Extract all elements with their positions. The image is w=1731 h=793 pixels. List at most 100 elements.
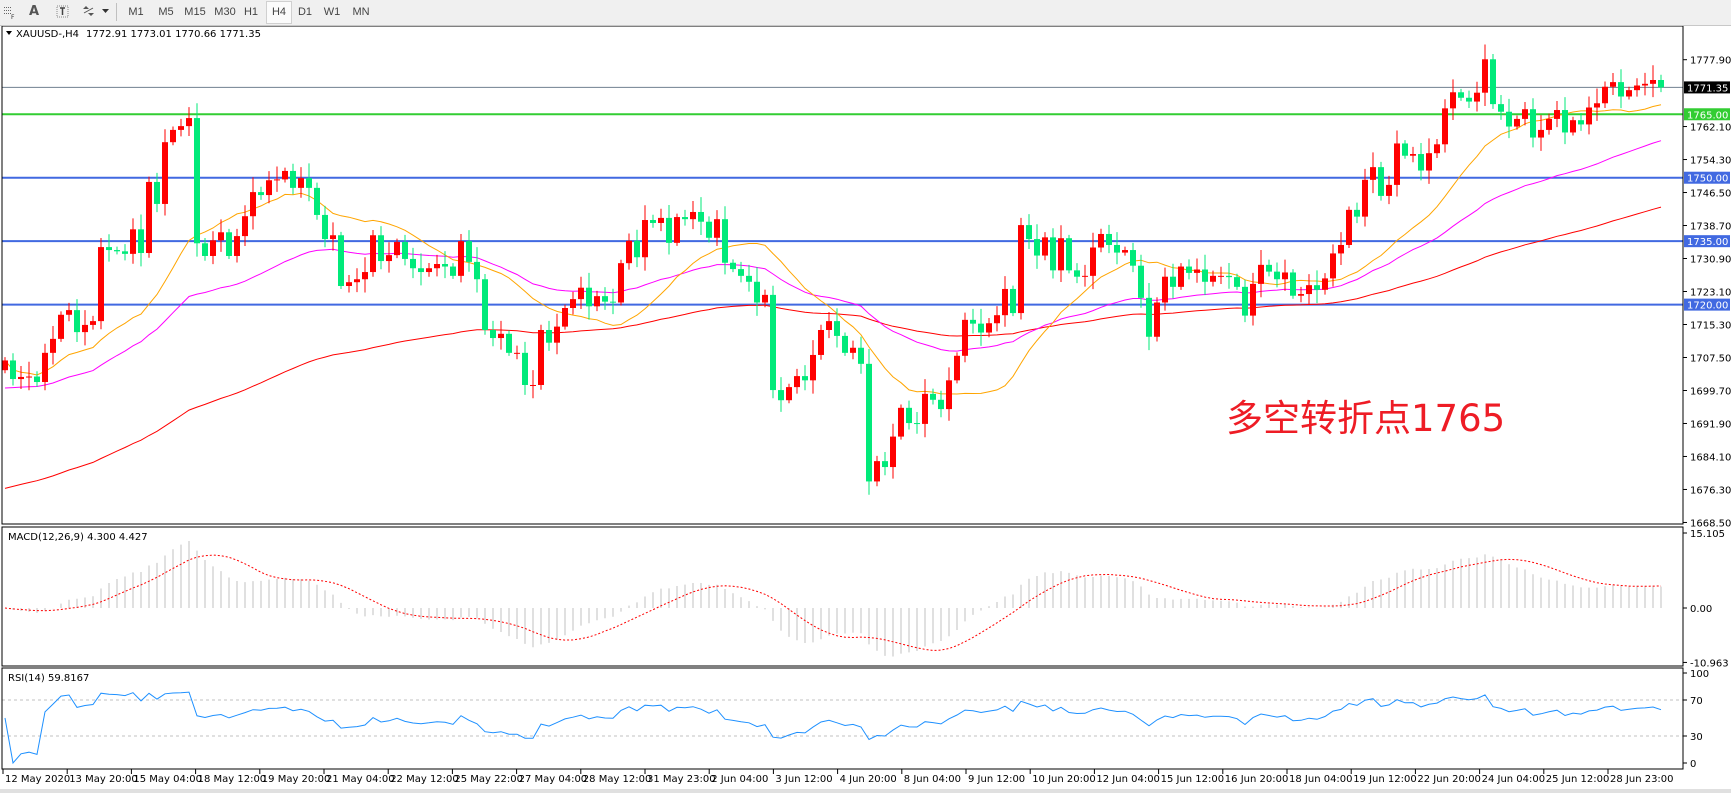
candle[interactable] [938,390,944,418]
candle[interactable] [1626,86,1632,100]
candle[interactable] [1194,258,1200,283]
candle[interactable] [1570,116,1576,136]
candle[interactable] [282,167,288,183]
candle[interactable] [642,205,648,271]
candle[interactable] [1210,270,1216,287]
candle[interactable] [930,388,936,405]
candle[interactable] [82,310,88,346]
candle[interactable] [258,186,264,200]
collapse-triangle-icon[interactable] [6,31,12,35]
candle[interactable] [274,166,280,192]
candle[interactable] [562,304,568,330]
candle[interactable] [1186,259,1192,280]
candle[interactable] [818,324,824,360]
candle[interactable] [1514,115,1520,130]
candle[interactable] [202,237,208,261]
candle[interactable] [1610,73,1616,95]
candle[interactable] [1506,98,1512,139]
candle[interactable] [834,308,840,348]
candle[interactable] [1458,88,1464,101]
candle[interactable] [130,218,136,264]
candle[interactable] [26,361,32,391]
candle[interactable] [1482,44,1488,107]
timeframe-d1-button[interactable]: D1 [297,6,313,18]
candle[interactable] [1338,232,1344,266]
candle[interactable] [1090,232,1096,290]
candle[interactable] [858,336,864,374]
candle[interactable] [682,209,688,226]
timeframe-h1-button[interactable]: H1 [243,6,259,18]
candle[interactable] [1578,112,1584,131]
candle[interactable] [618,259,624,306]
candle[interactable] [418,253,424,286]
candle[interactable] [866,349,872,495]
candle[interactable] [666,205,672,255]
candle[interactable] [658,208,664,232]
candle[interactable] [922,379,928,438]
candle[interactable] [1530,98,1536,148]
candle[interactable] [1386,175,1392,205]
candle[interactable] [234,228,240,263]
candle[interactable] [1114,232,1120,265]
candle[interactable] [10,353,16,386]
candle[interactable] [738,261,744,283]
candle[interactable] [1066,234,1072,274]
candle[interactable] [914,412,920,434]
candle[interactable] [1378,161,1384,201]
candle[interactable] [546,320,552,351]
timeframe-m1-button[interactable]: M1 [128,6,144,18]
candle[interactable] [706,216,712,243]
candle[interactable] [226,228,232,260]
candle[interactable] [1314,270,1320,304]
candle[interactable] [1290,269,1296,299]
candle[interactable] [1298,286,1304,303]
candle[interactable] [1490,53,1496,109]
candle[interactable] [650,214,656,228]
candle[interactable] [1330,244,1336,287]
candle[interactable] [1282,259,1288,291]
candle[interactable] [362,257,368,293]
candle[interactable] [522,341,528,395]
candle[interactable] [946,367,952,421]
candle[interactable] [1178,263,1184,290]
candle[interactable] [1306,274,1312,304]
candle[interactable] [1250,272,1256,326]
candle[interactable] [1018,217,1024,320]
candle[interactable] [1266,259,1272,277]
candle[interactable] [474,247,480,293]
timeframe-mn-button[interactable]: MN [352,6,370,18]
candle[interactable] [50,325,56,365]
candle[interactable] [194,103,200,257]
candle[interactable] [18,365,24,389]
candle[interactable] [578,276,584,310]
candle[interactable] [74,299,80,343]
candle[interactable] [730,259,736,273]
candle[interactable] [1562,97,1568,145]
horizontal-scrollbar[interactable] [0,789,1731,793]
candle[interactable] [762,289,768,308]
candle[interactable] [170,126,176,146]
candle[interactable] [570,291,576,315]
candle[interactable] [90,315,96,330]
candle[interactable] [242,205,248,246]
candle[interactable] [778,377,784,412]
candle[interactable] [410,247,416,279]
candle[interactable] [1146,283,1152,351]
candle[interactable] [482,273,488,335]
candle[interactable] [266,171,272,204]
timeframe-h4-button[interactable]: H4 [266,1,292,24]
candle[interactable] [1234,273,1240,290]
candle[interactable] [794,368,800,394]
candle[interactable] [1586,96,1592,135]
candle[interactable] [1474,81,1480,112]
candle[interactable] [1642,72,1648,96]
candle[interactable] [106,234,112,262]
macd-panel[interactable] [4,540,1662,657]
candle[interactable] [1434,139,1440,158]
candle[interactable] [1650,65,1656,98]
candle[interactable] [722,206,728,275]
candle[interactable] [754,266,760,316]
candle[interactable] [1154,297,1160,342]
candle[interactable] [1362,168,1368,227]
